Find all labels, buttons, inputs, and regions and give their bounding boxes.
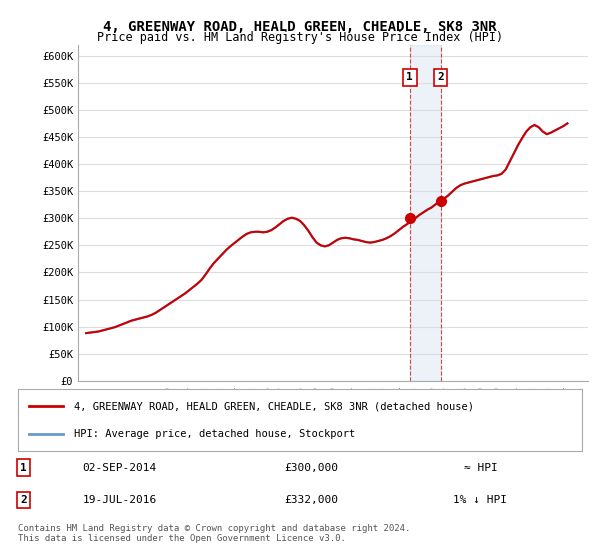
Text: 4, GREENWAY ROAD, HEALD GREEN, CHEADLE, SK8 3NR: 4, GREENWAY ROAD, HEALD GREEN, CHEADLE, … (103, 20, 497, 34)
Text: 1% ↓ HPI: 1% ↓ HPI (454, 495, 508, 505)
Bar (410, 45, 440, 381)
Text: £300,000: £300,000 (284, 463, 338, 473)
Text: 2: 2 (437, 72, 444, 82)
Text: Price paid vs. HM Land Registry's House Price Index (HPI): Price paid vs. HM Land Registry's House … (97, 31, 503, 44)
Text: 02-SEP-2014: 02-SEP-2014 (82, 463, 157, 473)
Text: £332,000: £332,000 (284, 495, 338, 505)
Text: 19-JUL-2016: 19-JUL-2016 (82, 495, 157, 505)
Text: 1: 1 (406, 72, 413, 82)
Text: HPI: Average price, detached house, Stockport: HPI: Average price, detached house, Stoc… (74, 428, 356, 438)
Text: 2: 2 (20, 495, 27, 505)
Text: Contains HM Land Registry data © Crown copyright and database right 2024.
This d: Contains HM Land Registry data © Crown c… (18, 524, 410, 543)
Text: 4, GREENWAY ROAD, HEALD GREEN, CHEADLE, SK8 3NR (detached house): 4, GREENWAY ROAD, HEALD GREEN, CHEADLE, … (74, 402, 475, 412)
Text: 1: 1 (20, 463, 27, 473)
Text: ≈ HPI: ≈ HPI (464, 463, 497, 473)
